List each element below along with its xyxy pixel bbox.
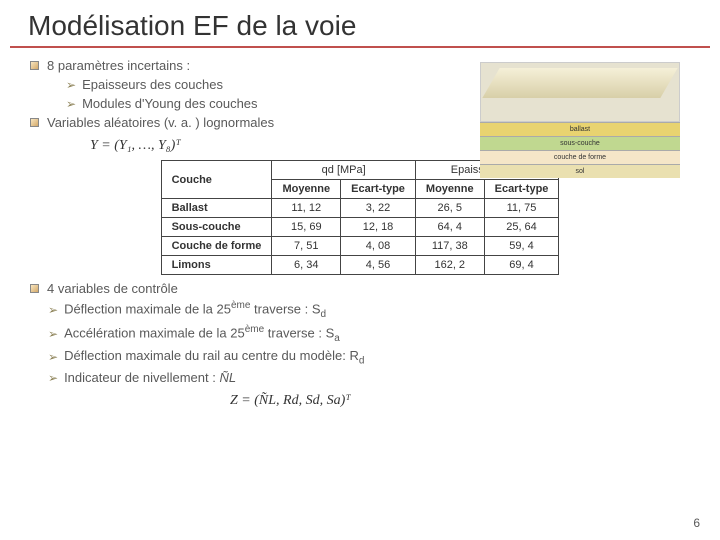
cell-qd-et: 12, 18: [341, 218, 416, 237]
layer-diagram: ballast sous-couche couche de forme sol: [480, 62, 680, 178]
table-row: Ballast11, 123, 2226, 511, 75: [161, 199, 559, 218]
cell-ep-et: 69, 4: [484, 256, 559, 275]
th-ecarttype-1: Ecart-type: [341, 180, 416, 199]
cell-ep-et: 11, 75: [484, 199, 559, 218]
arrow-icon: ➢: [48, 350, 58, 364]
outro-item2-text: Accélération maximale de la 25ème traver…: [64, 324, 340, 344]
page-number: 6: [693, 516, 700, 530]
outro-item-4: ➢ Indicateur de nivellement : N͂L: [48, 370, 690, 385]
bullet-icon: [30, 61, 39, 70]
cell-ep-et: 25, 64: [484, 218, 559, 237]
th-ecarttype-2: Ecart-type: [484, 180, 559, 199]
intro-text-2: Variables aléatoires (v. a. ) lognormale…: [47, 115, 274, 130]
intro-text-1: 8 paramètres incertains :: [47, 58, 190, 73]
table-row: Sous-couche15, 6912, 1864, 425, 64: [161, 218, 559, 237]
arrow-icon: ➢: [66, 78, 76, 92]
cell-couche: Ballast: [161, 199, 272, 218]
outro-heading: 4 variables de contrôle: [30, 281, 690, 296]
cell-couche: Sous-couche: [161, 218, 272, 237]
cell-ep-moy: 26, 5: [415, 199, 484, 218]
outro-item-3: ➢ Déflection maximale du rail au centre …: [48, 348, 690, 367]
arrow-icon: ➢: [48, 371, 58, 385]
th-qd: qd [MPa]: [272, 161, 415, 180]
outro-item-2: ➢ Accélération maximale de la 25ème trav…: [48, 324, 690, 344]
th-couche: Couche: [161, 161, 272, 199]
arrow-icon: ➢: [66, 97, 76, 111]
intro-sub1-text: Epaisseurs des couches: [82, 77, 223, 92]
cell-qd-et: 4, 56: [341, 256, 416, 275]
cell-couche: Couche de forme: [161, 237, 272, 256]
cell-ep-moy: 64, 4: [415, 218, 484, 237]
cell-ep-moy: 117, 38: [415, 237, 484, 256]
outro-heading-text: 4 variables de contrôle: [47, 281, 178, 296]
th-moyenne-2: Moyenne: [415, 180, 484, 199]
cell-qd-moy: 6, 34: [272, 256, 341, 275]
cell-qd-et: 3, 22: [341, 199, 416, 218]
cell-ep-moy: 162, 2: [415, 256, 484, 275]
cell-ep-et: 59, 4: [484, 237, 559, 256]
cell-qd-moy: 11, 12: [272, 199, 341, 218]
bullet-icon: [30, 284, 39, 293]
layer-ballast: ballast: [480, 122, 680, 136]
arrow-icon: ➢: [48, 327, 58, 341]
layer-sol: sol: [480, 164, 680, 178]
outro-item3-text: Déflection maximale du rail au centre du…: [64, 348, 364, 367]
bullet-icon: [30, 118, 39, 127]
cell-couche: Limons: [161, 256, 272, 275]
formula-z: Z = (N͂L, Rd, Sd, Sa)ᵀ: [230, 393, 690, 409]
intro-sub2-text: Modules d'Young des couches: [82, 96, 257, 111]
layer-souscouche: sous-couche: [480, 136, 680, 150]
outro-item-1: ➢ Déflection maximale de la 25ème traver…: [48, 300, 690, 320]
outro-item4-text: Indicateur de nivellement : N͂L: [64, 370, 236, 385]
cell-qd-et: 4, 08: [341, 237, 416, 256]
cell-qd-moy: 15, 69: [272, 218, 341, 237]
arrow-icon: ➢: [48, 303, 58, 317]
layer-couchedeforme: couche de forme: [480, 150, 680, 164]
th-moyenne-1: Moyenne: [272, 180, 341, 199]
table-row: Limons6, 344, 56162, 269, 4: [161, 256, 559, 275]
page-title: Modélisation EF de la voie: [10, 0, 710, 48]
table-row: Couche de forme7, 514, 08117, 3859, 4: [161, 237, 559, 256]
outro-item1-text: Déflection maximale de la 25ème traverse…: [64, 300, 326, 320]
cell-qd-moy: 7, 51: [272, 237, 341, 256]
